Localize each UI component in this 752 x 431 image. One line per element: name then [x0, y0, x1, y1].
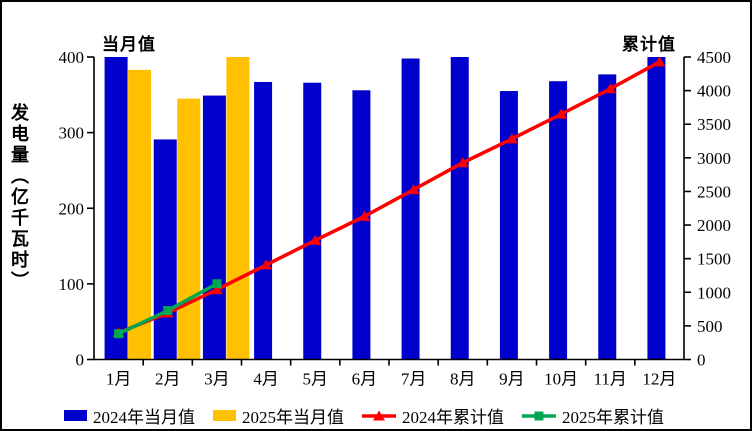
- bar-2024-12月: [647, 57, 666, 360]
- x-axis-label-4月: 4月: [253, 370, 279, 389]
- legend-label-2024-cumulative: 2024年累计值: [402, 408, 504, 427]
- right-axis-tick-label: 2000: [697, 216, 731, 235]
- right-axis-tick-label: 4000: [697, 82, 731, 101]
- legend-swatch-line-2024: [362, 410, 396, 420]
- left-axis-tick-label: 400: [59, 48, 85, 67]
- bar-2024-10月: [549, 81, 568, 360]
- bar-2025-3月: [226, 57, 250, 360]
- marker-2025-1月: [114, 329, 124, 339]
- x-axis-label-9月: 9月: [499, 370, 525, 389]
- left-axis-tick-label: 100: [59, 275, 85, 294]
- legend-item-2025-cumulative: 2025年累计值: [522, 403, 664, 428]
- chart-legend: 2024年当月值 2025年当月值 2024年累计值 2025年累计值: [64, 403, 664, 428]
- bar-2024-8月: [450, 57, 469, 360]
- x-axis-label-1月: 1月: [106, 370, 132, 389]
- left-axis-tick-label: 0: [76, 351, 85, 370]
- bar-2024-5月: [303, 82, 322, 360]
- legend-swatch-bar-2024: [64, 410, 87, 421]
- bar-2024-11月: [598, 74, 617, 360]
- bar-2024-2月: [153, 139, 177, 360]
- marker-2024-6月: [358, 210, 371, 221]
- left-axis-tick-label: 300: [59, 124, 85, 143]
- bar-2024-3月: [202, 95, 226, 360]
- bar-2025-1月: [128, 69, 152, 360]
- x-axis-label-6月: 6月: [352, 370, 378, 389]
- bar-2024-1月: [104, 57, 128, 360]
- marker-2024-7月: [407, 184, 420, 195]
- marker-2024-8月: [456, 157, 469, 168]
- monthly-value-label: 当月值: [102, 35, 156, 54]
- legend-item-2024-cumulative: 2024年累计值: [362, 403, 504, 428]
- legend-item-2024-monthly: 2024年当月值: [64, 403, 195, 428]
- bar-2024-6月: [352, 90, 371, 360]
- bar-2024-9月: [499, 91, 518, 360]
- legend-item-2025-monthly: 2025年当月值: [213, 403, 344, 428]
- right-axis-tick-label: 3000: [697, 149, 731, 168]
- x-axis-label-12月: 12月: [642, 370, 676, 389]
- right-axis-tick-label: 0: [697, 351, 706, 370]
- marker-2024-5月: [309, 234, 322, 245]
- legend-swatch-line-2025: [522, 411, 556, 420]
- legend-label-2025-monthly: 2025年当月值: [242, 408, 344, 427]
- bar-2024-4月: [254, 81, 273, 360]
- right-axis-tick-label: 500: [697, 317, 723, 336]
- marker-2024-10月: [555, 108, 568, 119]
- marker-2025-2月: [163, 306, 173, 316]
- marker-2024-12月: [653, 56, 666, 67]
- x-axis-label-7月: 7月: [401, 370, 427, 389]
- legend-label-2025-cumulative: 2025年累计值: [562, 408, 664, 427]
- legend-label-2024-monthly: 2024年当月值: [93, 408, 195, 427]
- line-2024-cumulative: [117, 60, 661, 335]
- right-axis-tick-label: 3500: [697, 115, 731, 134]
- left-axis-tick-label: 200: [59, 199, 85, 218]
- cumulative-value-label: 累计值: [622, 35, 676, 54]
- bar-2024-7月: [401, 58, 420, 360]
- marker-2024-4月: [260, 259, 273, 270]
- legend-swatch-bar-2025: [213, 410, 236, 421]
- x-axis-label-8月: 8月: [450, 370, 476, 389]
- x-axis-label-5月: 5月: [303, 370, 329, 389]
- marker-2024-9月: [505, 133, 518, 144]
- y-axis-title: 发电量（亿千瓦时）: [9, 103, 29, 292]
- x-axis-label-3月: 3月: [204, 370, 230, 389]
- right-axis-tick-label: 1000: [697, 283, 731, 302]
- right-axis-tick-label: 1500: [697, 250, 731, 269]
- right-axis-tick-label: 2500: [697, 182, 731, 201]
- x-axis-label-10月: 10月: [544, 370, 578, 389]
- marker-2025-3月: [212, 279, 222, 289]
- right-axis-tick-label: 4500: [697, 48, 731, 67]
- bar-2025-2月: [177, 98, 201, 360]
- x-axis-label-2月: 2月: [155, 370, 181, 389]
- x-axis-label-11月: 11月: [594, 370, 627, 389]
- marker-2024-3月: [210, 284, 223, 295]
- marker-2024-11月: [604, 83, 617, 94]
